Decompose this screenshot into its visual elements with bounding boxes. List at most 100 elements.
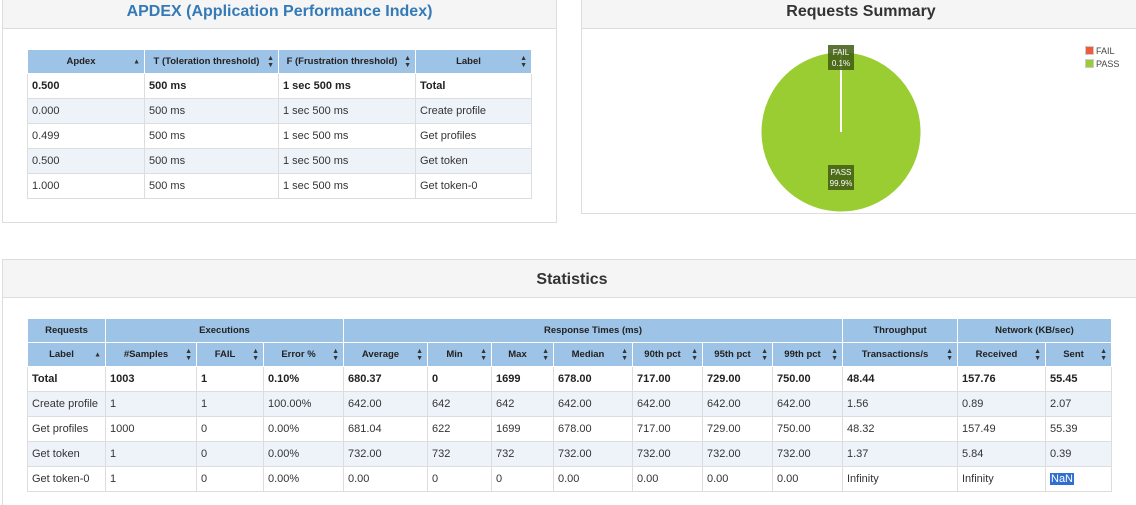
- sort-icon: ▲ ▼: [520, 54, 527, 69]
- sort-icon: ▲ ▼: [185, 347, 192, 362]
- apdex-cell: 500 ms: [144, 173, 279, 199]
- stats-group-header: Throughput: [842, 318, 958, 343]
- stats-col-header[interactable]: Sent ▲ ▼: [1045, 342, 1112, 367]
- stats-cell: 48.32: [842, 416, 958, 442]
- stats-col-header[interactable]: Transactions/s ▲ ▼: [842, 342, 958, 367]
- apdex-col-frustration[interactable]: F (Frustration threshold) ▲ ▼: [278, 49, 416, 74]
- stats-cell: 0: [427, 366, 492, 392]
- pie-label-name: FAIL: [833, 48, 850, 57]
- stats-cell: 0.00: [632, 466, 703, 492]
- pie-legend: FAIL PASS: [1085, 44, 1119, 70]
- stats-cell: 678.00: [553, 416, 633, 442]
- apdex-cell: 1 sec 500 ms: [278, 148, 416, 174]
- apdex-cell: 500 ms: [144, 148, 279, 174]
- stats-cell: 622: [427, 416, 492, 442]
- stats-cell: 5.84: [957, 441, 1046, 467]
- apdex-col-apdex[interactable]: Apdex ▲: [27, 49, 145, 74]
- apdex-row: 0.500 500 ms 1 sec 500 ms Total: [27, 73, 532, 99]
- stats-cell: 1: [196, 391, 264, 417]
- stats-cell: 1: [105, 466, 197, 492]
- stats-cell: 0.00%: [263, 441, 344, 467]
- stats-cell: 0.00%: [263, 466, 344, 492]
- stats-col-header[interactable]: Label ▲: [27, 342, 106, 367]
- stats-group-header: Requests: [27, 318, 106, 343]
- selected-text: NaN: [1050, 473, 1075, 485]
- legend-swatch: [1085, 59, 1094, 68]
- apdex-col-label[interactable]: Label ▲ ▼: [415, 49, 532, 74]
- stats-cell: 750.00: [772, 416, 843, 442]
- stats-cell: Infinity: [957, 466, 1046, 492]
- sort-icon: ▲ ▼: [621, 347, 628, 362]
- stats-col-header[interactable]: Min ▲ ▼: [427, 342, 492, 367]
- apdex-col-toleration[interactable]: T (Toleration threshold) ▲ ▼: [144, 49, 279, 74]
- stats-cell: 642: [427, 391, 492, 417]
- apdex-panel-header: APDEX (Application Performance Index): [3, 0, 556, 29]
- apdex-panel: APDEX (Application Performance Index) Ap…: [2, 0, 557, 223]
- stats-col-header[interactable]: FAIL ▲ ▼: [196, 342, 264, 367]
- statistics-table: Requests Executions Response Times (ms) Thr…: [27, 318, 1112, 492]
- stats-col-header[interactable]: Received ▲ ▼: [957, 342, 1046, 367]
- apdex-cell: 0.500: [27, 73, 145, 99]
- stats-cell: 642.00: [553, 391, 633, 417]
- stats-cell: 1: [196, 366, 264, 392]
- requests-summary-panel: Requests Summary FAIL 0.1% PASS 99.9% FAIL …: [581, 0, 1136, 214]
- stats-cell: 0: [196, 441, 264, 467]
- stats-cell: 100.00%: [263, 391, 344, 417]
- stats-column-header-row: Label ▲ #Samples ▲ ▼ FAIL ▲ ▼ Error % ▲ ▼ Average ▲ ▼…: [27, 342, 1112, 367]
- sort-icon: ▲ ▼: [1034, 347, 1041, 362]
- stats-cell: 642.00: [632, 391, 703, 417]
- stats-cell: 681.04: [343, 416, 428, 442]
- pie-label-percent: 0.1%: [832, 59, 850, 68]
- stats-cell: 0: [427, 466, 492, 492]
- apdex-cell: 1 sec 500 ms: [278, 173, 416, 199]
- legend-item-pass[interactable]: PASS: [1085, 57, 1119, 70]
- stats-col-header[interactable]: 95th pct ▲ ▼: [702, 342, 773, 367]
- stats-cell: 729.00: [702, 366, 773, 392]
- sort-icon: ▲ ▼: [416, 347, 423, 362]
- legend-swatch: [1085, 46, 1094, 55]
- apdex-cell: Get token-0: [415, 173, 532, 199]
- apdex-header-row: Apdex ▲ T (Toleration threshold) ▲ ▼ F (Fru…: [27, 49, 532, 74]
- stats-cell: 732.00: [553, 441, 633, 467]
- stats-col-header[interactable]: 99th pct ▲ ▼: [772, 342, 843, 367]
- apdex-title: APDEX (Application Performance Index): [126, 3, 433, 20]
- stats-cell: 0: [491, 466, 554, 492]
- stats-row: Create profile 1 1 100.00% 642.00 642 642 642.0…: [27, 391, 1112, 417]
- stats-cell: 717.00: [632, 366, 703, 392]
- stats-col-header[interactable]: Error % ▲ ▼: [263, 342, 344, 367]
- pie-label-percent: 99.9%: [830, 179, 853, 188]
- summary-panel-header: Requests Summary: [582, 0, 1136, 29]
- stats-cell: 1003: [105, 366, 197, 392]
- stats-cell: 732.00: [702, 441, 773, 467]
- stats-cell: 0.10%: [263, 366, 344, 392]
- sort-icon: ▲ ▼: [542, 347, 549, 362]
- stats-cell: 1.37: [842, 441, 958, 467]
- stats-col-header[interactable]: #Samples ▲ ▼: [105, 342, 197, 367]
- stats-cell: 0: [196, 416, 264, 442]
- stats-cell: 678.00: [553, 366, 633, 392]
- sort-icon: ▲ ▼: [1100, 347, 1107, 362]
- apdex-table: Apdex ▲ T (Toleration threshold) ▲ ▼ F (Fru…: [27, 49, 532, 199]
- stats-col-header[interactable]: 90th pct ▲ ▼: [632, 342, 703, 367]
- stats-cell: 1: [105, 391, 197, 417]
- stats-col-header[interactable]: Average ▲ ▼: [343, 342, 428, 367]
- apdex-row: 0.499 500 ms 1 sec 500 ms Get profiles: [27, 123, 532, 149]
- stats-col-header[interactable]: Max ▲ ▼: [491, 342, 554, 367]
- stats-row: Total 1003 1 0.10% 680.37 0 1699 678.00 717.00 72…: [27, 366, 1112, 392]
- sort-icon: ▲ ▼: [946, 347, 953, 362]
- requests-pie-chart: FAIL 0.1% PASS 99.9%: [760, 45, 922, 213]
- stats-cell: Get token-0: [27, 466, 106, 492]
- legend-item-fail[interactable]: FAIL: [1085, 44, 1119, 57]
- stats-col-header[interactable]: Median ▲ ▼: [553, 342, 633, 367]
- stats-cell: 732: [427, 441, 492, 467]
- stats-cell: Get token: [27, 441, 106, 467]
- apdex-cell: Get profiles: [415, 123, 532, 149]
- stats-cell: 0: [196, 466, 264, 492]
- stats-cell: 680.37: [343, 366, 428, 392]
- stats-cell: 642: [491, 391, 554, 417]
- stats-cell: 48.44: [842, 366, 958, 392]
- stats-cell: 642.00: [772, 391, 843, 417]
- stats-cell: Total: [27, 366, 106, 392]
- sort-icon: ▲ ▼: [252, 347, 259, 362]
- sort-asc-icon: ▲: [94, 351, 101, 358]
